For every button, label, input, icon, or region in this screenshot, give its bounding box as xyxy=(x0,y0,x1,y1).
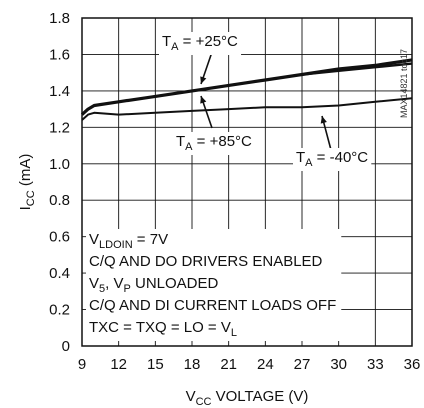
y-tick-label: 0.2 xyxy=(49,302,70,319)
y-tick-label: 1.2 xyxy=(49,119,70,136)
x-tick-label: 9 xyxy=(78,356,86,373)
conditions-bg xyxy=(86,229,342,341)
series-annotation: TA = +25°C xyxy=(162,33,238,53)
annotation-bg xyxy=(173,132,256,155)
series-group xyxy=(80,58,413,121)
annotation-arrowhead xyxy=(200,96,207,104)
y-tick-label: 1.0 xyxy=(49,156,70,173)
annotation-arrowhead xyxy=(320,116,327,124)
conditions-box: VLDOIN = 7V C/Q AND DO DRIVERS ENABLED V5,… xyxy=(86,229,342,341)
series-annotation: TA = -40°C xyxy=(296,149,368,169)
series-line xyxy=(81,97,413,121)
plot-frame xyxy=(81,17,413,347)
figure-id-watermark: MAX14821 toc17 xyxy=(399,49,409,118)
x-tick-label: 33 xyxy=(367,356,384,373)
y-tick-label: 0 xyxy=(62,338,70,355)
x-tick-label: 24 xyxy=(257,356,274,373)
y-tick-label: 1.6 xyxy=(49,46,70,63)
x-tick-label: 15 xyxy=(147,356,164,373)
series-annotation: TA = +85°C xyxy=(176,133,252,153)
tick-labels: 9 12 15 18 21 24 27 30 33 36 0 0.2 0.4 0.6 0.8 1.0 1.2 1.… xyxy=(49,10,420,373)
x-tick-label: 18 xyxy=(184,356,201,373)
annotation-bg xyxy=(293,148,372,171)
annotation-bg xyxy=(159,32,242,55)
condition-line: V5, VP UNLOADED xyxy=(89,275,219,295)
annotations: TA = +25°C TA = +85°C TA = -40°C xyxy=(159,32,372,171)
x-tick-label: 27 xyxy=(294,356,311,373)
x-tick-label: 36 xyxy=(404,356,421,373)
condition-line: C/Q AND DO DRIVERS ENABLED xyxy=(89,253,323,270)
y-tick-label: 0.8 xyxy=(49,192,70,209)
x-tick-label: 12 xyxy=(110,356,127,373)
condition-line: TXC = TXQ = LO = VL xyxy=(89,319,237,339)
condition-line: C/Q AND DI CURRENT LOADS OFF xyxy=(89,297,336,314)
x-tick-label: 30 xyxy=(330,356,347,373)
x-axis-label: VCC VOLTAGE (V) xyxy=(186,388,309,408)
x-tick-label: 21 xyxy=(220,356,237,373)
y-tick-label: 0.4 xyxy=(49,265,70,282)
series-line xyxy=(81,62,413,116)
annotation-pointers xyxy=(200,51,332,151)
annotation-arrowhead xyxy=(200,76,207,84)
condition-line: VLDOIN = 7V xyxy=(89,231,168,251)
y-axis-label: ICC (mA) xyxy=(17,154,37,211)
y-tick-label: 1.8 xyxy=(49,10,70,27)
y-tick-label: 0.6 xyxy=(49,229,70,246)
y-tick-label: 1.4 xyxy=(49,83,70,100)
